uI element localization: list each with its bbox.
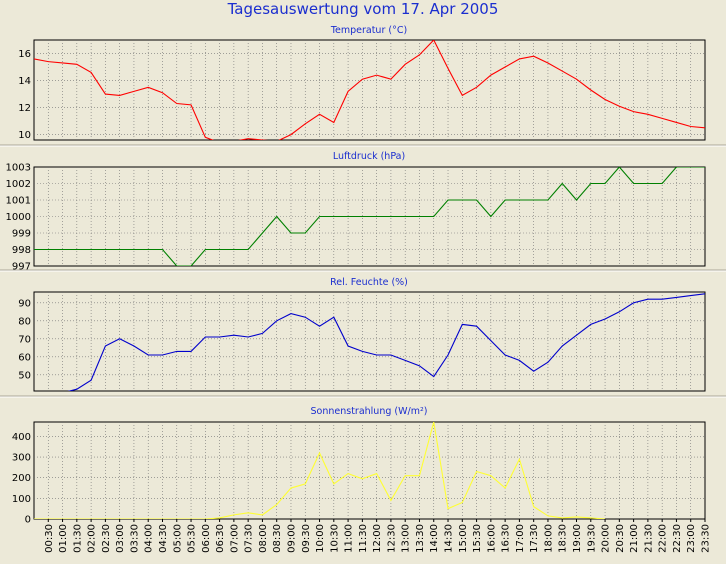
series-line xyxy=(34,167,705,266)
x-tick-label: 04:00 xyxy=(144,524,155,553)
x-tick-label: 08:30 xyxy=(272,524,283,553)
x-tick-label: 15:30 xyxy=(472,524,483,553)
x-tick-label: 05:00 xyxy=(172,524,183,553)
y-tick-label: 16 xyxy=(18,49,31,60)
y-tick-label: 400 xyxy=(12,432,31,443)
panel-title: Luftdruck (hPa) xyxy=(333,151,405,162)
x-tick-label: 10:00 xyxy=(315,524,326,553)
x-tick-label: 09:30 xyxy=(301,524,312,553)
panel-title: Sonnenstrahlung (W/m²) xyxy=(311,406,428,417)
y-tick-label: 70 xyxy=(18,334,31,345)
series-line xyxy=(67,293,705,391)
x-tick-label: 05:30 xyxy=(187,524,198,553)
panel-title: Temperatur (°C) xyxy=(330,25,407,36)
x-tick-label: 18:00 xyxy=(543,524,554,553)
y-tick-label: 12 xyxy=(18,103,31,114)
y-tick-label: 14 xyxy=(18,76,31,87)
y-tick-label: 10 xyxy=(18,130,31,141)
x-tick-label: 11:30 xyxy=(358,524,369,553)
panel-title: Rel. Feuchte (%) xyxy=(330,277,408,288)
x-tick-label: 10:30 xyxy=(329,524,340,553)
y-tick-label: 90 xyxy=(18,298,31,309)
chart-panel: Rel. Feuchte (%) 50 60 70 80 90 xyxy=(0,277,726,398)
x-tick-label: 02:00 xyxy=(87,524,98,553)
x-tick-label: 09:00 xyxy=(286,524,297,553)
x-tick-label: 22:30 xyxy=(672,524,683,553)
x-tick-label: 11:00 xyxy=(344,524,355,553)
y-tick-label: 100 xyxy=(12,494,31,505)
x-tick-label: 14:00 xyxy=(429,524,440,553)
x-tick-label: 07:30 xyxy=(244,524,255,553)
x-tick-label: 17:00 xyxy=(515,524,526,553)
plot-area xyxy=(33,39,706,141)
x-tick-label: 04:30 xyxy=(158,524,169,553)
x-tick-label: 21:00 xyxy=(629,524,640,553)
x-tick-label: 22:00 xyxy=(658,524,669,553)
x-tick-label: 13:00 xyxy=(401,524,412,553)
plot-area xyxy=(33,291,706,392)
y-tick-label: 1003 xyxy=(6,163,31,174)
x-tick-label: 13:30 xyxy=(415,524,426,553)
x-tick-label: 18:30 xyxy=(558,524,569,553)
y-tick-label: 998 xyxy=(12,245,31,256)
x-tick-label: 23:30 xyxy=(701,524,712,553)
x-tick-label: 17:30 xyxy=(529,524,540,553)
series-line xyxy=(34,422,606,519)
y-tick-label: 1002 xyxy=(6,179,31,190)
x-tick-label: 01:00 xyxy=(58,524,69,553)
x-tick-label: 20:30 xyxy=(615,524,626,553)
y-tick-label: 999 xyxy=(12,229,31,240)
y-tick-label: 1001 xyxy=(6,196,31,207)
y-tick-label: 200 xyxy=(12,473,31,484)
x-axis: 00:30 01:00 01:30 02:00 02:30 03:00 03:30 04:00… xyxy=(44,519,712,553)
x-tick-label: 19:00 xyxy=(572,524,583,553)
chart-panel: Luftdruck (hPa) 997 998 999 1000 1001 1002 1003 xyxy=(0,151,726,273)
series-line xyxy=(34,40,705,140)
y-tick-label: 80 xyxy=(18,316,31,327)
y-tick-label: 50 xyxy=(18,370,31,381)
x-tick-label: 02:30 xyxy=(101,524,112,553)
x-tick-label: 21:30 xyxy=(643,524,654,553)
x-tick-label: 23:00 xyxy=(686,524,697,553)
x-tick-label: 03:00 xyxy=(115,524,126,553)
x-tick-label: 01:30 xyxy=(72,524,83,553)
y-tick-label: 1000 xyxy=(6,212,31,223)
x-tick-label: 16:30 xyxy=(501,524,512,553)
chart-panel: Temperatur (°C) 10 12 14 16 xyxy=(0,25,726,147)
x-tick-label: 12:00 xyxy=(372,524,383,553)
x-tick-label: 00:30 xyxy=(44,524,55,553)
x-tick-label: 14:30 xyxy=(444,524,455,553)
x-tick-label: 08:00 xyxy=(258,524,269,553)
x-tick-label: 12:30 xyxy=(386,524,397,553)
page-title: Tagesauswertung vom 17. Apr 2005 xyxy=(227,0,499,18)
y-tick-label: 60 xyxy=(18,352,31,363)
x-tick-label: 06:00 xyxy=(201,524,212,553)
x-tick-label: 07:00 xyxy=(229,524,240,553)
x-tick-label: 15:00 xyxy=(458,524,469,553)
x-tick-label: 16:00 xyxy=(486,524,497,553)
x-tick-label: 19:30 xyxy=(586,524,597,553)
x-tick-label: 20:00 xyxy=(601,524,612,553)
y-tick-label: 300 xyxy=(12,453,31,464)
x-tick-label: 06:30 xyxy=(215,524,226,553)
chart-panel: Sonnenstrahlung (W/m²) 0 100 200 300 400 xyxy=(12,406,706,526)
x-tick-label: 03:30 xyxy=(129,524,140,553)
plot-area xyxy=(33,421,706,520)
y-tick-label: 997 xyxy=(12,262,31,273)
y-tick-label: 0 xyxy=(25,515,31,526)
